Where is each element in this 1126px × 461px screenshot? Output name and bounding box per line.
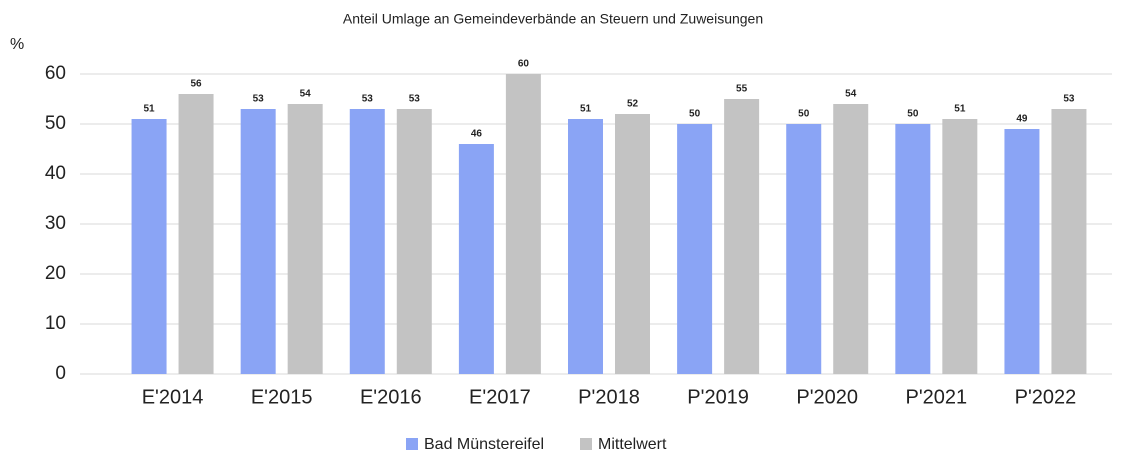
legend-item: Mittelwert bbox=[580, 436, 667, 453]
y-tick-label: 20 bbox=[45, 263, 66, 284]
data-label: 60 bbox=[518, 59, 530, 70]
legend-swatch bbox=[406, 438, 418, 450]
x-tick-label: E'2016 bbox=[360, 386, 422, 408]
x-tick-label: P'2021 bbox=[906, 386, 968, 408]
legend-label: Mittelwert bbox=[598, 436, 667, 453]
data-label: 51 bbox=[580, 104, 592, 115]
data-label: 50 bbox=[798, 109, 810, 120]
data-label: 55 bbox=[736, 84, 748, 95]
x-tick-label: P'2020 bbox=[796, 386, 858, 408]
data-label: 50 bbox=[689, 109, 701, 120]
y-tick-label: 0 bbox=[55, 363, 66, 384]
data-label: 53 bbox=[409, 94, 421, 105]
x-tick-label: E'2015 bbox=[251, 386, 313, 408]
y-tick-label: 40 bbox=[45, 163, 66, 184]
y-axis-label: % bbox=[10, 36, 24, 53]
data-label: 54 bbox=[300, 89, 312, 100]
bar bbox=[458, 144, 494, 374]
data-label: 49 bbox=[1016, 114, 1028, 125]
bar bbox=[349, 109, 385, 374]
bar bbox=[615, 114, 650, 374]
x-tick-label: P'2018 bbox=[578, 386, 640, 408]
data-label: 51 bbox=[143, 104, 155, 115]
data-label: 52 bbox=[627, 99, 639, 110]
y-tick-label: 10 bbox=[45, 313, 66, 334]
x-tick-label: E'2017 bbox=[469, 386, 531, 408]
legend-item: Bad Münstereifel bbox=[406, 436, 544, 453]
legend-swatch bbox=[580, 438, 592, 450]
legend-label: Bad Münstereifel bbox=[424, 436, 544, 453]
bar bbox=[505, 74, 541, 374]
data-label: 50 bbox=[907, 109, 919, 120]
bar bbox=[724, 99, 760, 374]
data-label: 53 bbox=[362, 94, 374, 105]
x-tick-label: P'2019 bbox=[687, 386, 749, 408]
bar bbox=[178, 94, 214, 374]
x-tick-label: E'2014 bbox=[142, 386, 204, 408]
data-label: 53 bbox=[253, 94, 265, 105]
bar bbox=[396, 109, 432, 374]
bar bbox=[1004, 129, 1040, 374]
bar bbox=[895, 124, 931, 374]
bar bbox=[568, 119, 603, 374]
bar bbox=[1051, 109, 1087, 374]
bar bbox=[677, 124, 713, 374]
data-label: 54 bbox=[845, 89, 857, 100]
y-tick-label: 50 bbox=[45, 113, 66, 134]
chart-title: Anteil Umlage an Gemeindeverbände an Ste… bbox=[343, 11, 763, 27]
bar bbox=[240, 109, 276, 374]
bar bbox=[942, 119, 978, 374]
bar bbox=[786, 124, 822, 374]
bar bbox=[287, 104, 323, 374]
data-label: 53 bbox=[1063, 94, 1075, 105]
y-tick-label: 60 bbox=[45, 63, 66, 84]
y-tick-label: 30 bbox=[45, 213, 66, 234]
x-tick-label: P'2022 bbox=[1015, 386, 1077, 408]
data-label: 46 bbox=[471, 129, 483, 140]
data-label: 51 bbox=[954, 104, 966, 115]
bar bbox=[833, 104, 869, 374]
data-label: 56 bbox=[190, 79, 202, 90]
bar bbox=[131, 119, 167, 374]
